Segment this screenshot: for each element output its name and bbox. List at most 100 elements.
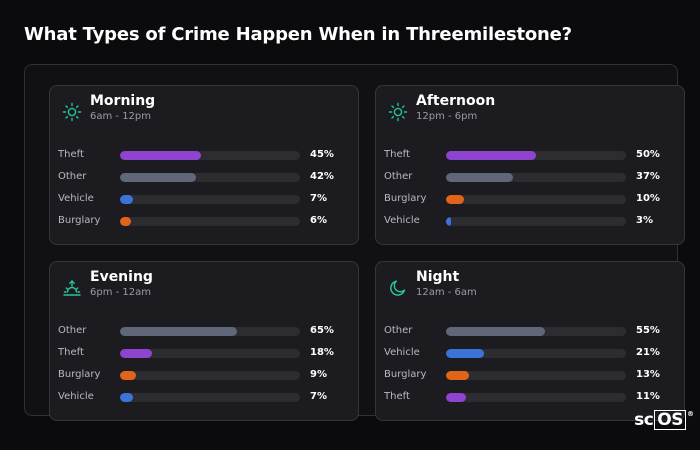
row-label: Other: [384, 325, 413, 336]
bar-fill: [446, 173, 513, 182]
crime-row: Other 65%: [58, 324, 352, 338]
row-percent: 45%: [310, 149, 334, 160]
bar-track: [446, 327, 626, 336]
bar-fill: [120, 195, 133, 204]
row-percent: 7%: [310, 391, 327, 402]
bar-fill: [120, 173, 196, 182]
bar-fill: [446, 393, 466, 402]
card-morning: Morning 6am - 12pm Theft 45% Other 42% V…: [49, 85, 359, 245]
row-label: Theft: [58, 149, 84, 160]
row-percent: 13%: [636, 369, 660, 380]
row-label: Burglary: [58, 369, 101, 380]
row-percent: 37%: [636, 171, 660, 182]
bar-track: [120, 371, 300, 380]
bar-track: [120, 327, 300, 336]
card-subtitle: 12pm - 6pm: [416, 111, 478, 122]
bar-track: [120, 195, 300, 204]
crime-row: Burglary 13%: [384, 368, 678, 382]
row-percent: 50%: [636, 149, 660, 160]
crime-row: Vehicle 7%: [58, 390, 352, 404]
row-label: Theft: [58, 347, 84, 358]
row-percent: 6%: [310, 215, 327, 226]
crime-row: Vehicle 7%: [58, 192, 352, 206]
bar-track: [120, 151, 300, 160]
bar-fill: [120, 371, 137, 380]
row-percent: 7%: [310, 193, 327, 204]
crime-row: Theft 18%: [58, 346, 352, 360]
crime-row: Other 37%: [384, 170, 678, 184]
bar-track: [446, 371, 626, 380]
bar-track: [446, 217, 626, 226]
row-percent: 10%: [636, 193, 660, 204]
sun-icon: [388, 102, 408, 122]
row-label: Burglary: [384, 193, 427, 204]
row-label: Vehicle: [384, 347, 420, 358]
row-percent: 55%: [636, 325, 660, 336]
bar-fill: [446, 217, 452, 226]
row-label: Other: [58, 171, 87, 182]
row-label: Burglary: [58, 215, 101, 226]
bar-fill: [446, 151, 536, 160]
crime-row: Burglary 9%: [58, 368, 352, 382]
row-label: Other: [58, 325, 87, 336]
row-label: Theft: [384, 149, 410, 160]
card-evening: Evening 6pm - 12am Other 65% Theft 18% B…: [49, 261, 359, 421]
card-title: Afternoon: [416, 93, 496, 109]
page-title: What Types of Crime Happen When in Three…: [24, 24, 572, 45]
bar-fill: [120, 217, 131, 226]
row-label: Theft: [384, 391, 410, 402]
card-title: Night: [416, 269, 460, 285]
card-title: Evening: [90, 269, 153, 285]
row-percent: 9%: [310, 369, 327, 380]
bar-track: [120, 217, 300, 226]
row-percent: 3%: [636, 215, 653, 226]
bar-track: [446, 393, 626, 402]
bar-track: [446, 151, 626, 160]
card-night: Night 12am - 6am Other 55% Vehicle 21% B…: [375, 261, 685, 421]
row-label: Vehicle: [58, 391, 94, 402]
bar-fill: [120, 349, 153, 358]
bar-fill: [446, 371, 470, 380]
row-label: Burglary: [384, 369, 427, 380]
bar-track: [446, 349, 626, 358]
card-afternoon: Afternoon 12pm - 6pm Theft 50% Other 37%…: [375, 85, 685, 245]
crime-row: Other 42%: [58, 170, 352, 184]
moon-icon: [388, 278, 408, 298]
row-label: Vehicle: [58, 193, 94, 204]
card-subtitle: 6am - 12pm: [90, 111, 152, 122]
crime-row: Theft 50%: [384, 148, 678, 162]
row-percent: 11%: [636, 391, 660, 402]
bar-fill: [120, 327, 237, 336]
bar-track: [120, 393, 300, 402]
bar-track: [446, 173, 626, 182]
sun-icon: [62, 102, 82, 122]
card-subtitle: 6pm - 12am: [90, 287, 152, 298]
crime-row: Burglary 10%: [384, 192, 678, 206]
crime-row: Burglary 6%: [58, 214, 352, 228]
row-percent: 65%: [310, 325, 334, 336]
crime-row: Vehicle 3%: [384, 214, 678, 228]
card-subtitle: 12am - 6am: [416, 287, 477, 298]
row-percent: 42%: [310, 171, 334, 182]
sunset-icon: [62, 278, 82, 298]
bar-fill: [120, 393, 133, 402]
row-label: Vehicle: [384, 215, 420, 226]
logo-boxed-text: OS: [654, 410, 686, 430]
crime-row: Other 55%: [384, 324, 678, 338]
row-percent: 18%: [310, 347, 334, 358]
logo-text: sc: [634, 410, 654, 430]
bar-track: [120, 349, 300, 358]
row-label: Other: [384, 171, 413, 182]
row-percent: 21%: [636, 347, 660, 358]
crime-row: Theft 45%: [58, 148, 352, 162]
scos-logo: sc OS ®: [634, 410, 694, 430]
crime-row: Theft 11%: [384, 390, 678, 404]
bar-fill: [120, 151, 201, 160]
card-title: Morning: [90, 93, 156, 109]
bar-fill: [446, 327, 545, 336]
bar-track: [120, 173, 300, 182]
registered-mark: ®: [687, 410, 694, 418]
crime-row: Vehicle 21%: [384, 346, 678, 360]
bar-track: [446, 195, 626, 204]
bar-fill: [446, 349, 484, 358]
